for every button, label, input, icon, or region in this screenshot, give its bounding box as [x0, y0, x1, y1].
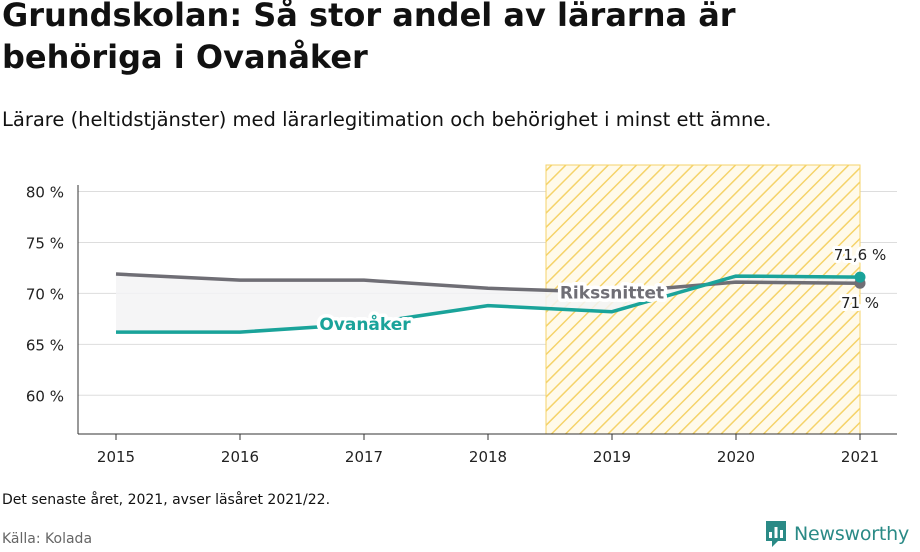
newsworthy-logo: Newsworthy [764, 519, 909, 549]
y-tick-label: 60 % [26, 387, 64, 405]
chart-subtitle: Lärare (heltidstjänster) med lärarlegiti… [2, 108, 772, 131]
series-label-riksnittet: Rikssnittet [560, 283, 664, 303]
footnote: Det senaste året, 2021, avser läsåret 20… [2, 492, 331, 508]
end-label-ovanaker-halo: 71,6 % [834, 246, 886, 264]
x-tick-label: 2018 [469, 448, 507, 466]
end-point-ovanaker [854, 271, 866, 283]
newsworthy-logo-icon [766, 521, 786, 547]
end-label-riksnittet-halo: 71 % [841, 294, 879, 312]
x-tick-label: 2021 [841, 448, 879, 466]
line-chart: 60 %65 %70 %75 %80 % OvanåkerOvanåkerRik… [26, 164, 897, 466]
series-label-ovanaker: Ovanåker [319, 313, 411, 335]
x-tick-label: 2019 [593, 448, 631, 466]
x-tick-label: 2016 [221, 448, 259, 466]
series-label-riksnittet-halo: Rikssnittet [560, 283, 664, 303]
source-note: Källa: Kolada [2, 531, 93, 547]
x-tick-label: 2015 [97, 448, 135, 466]
x-tick-label: 2020 [717, 448, 755, 466]
y-tick-label: 75 % [26, 234, 64, 252]
y-tick-label: 80 % [26, 183, 64, 201]
chart-title: Grundskolan: Så stor andel av lärarna är… [2, 0, 736, 76]
end-label-riksnittet: 71 % [841, 294, 879, 312]
line-riksnittet [115, 272, 861, 295]
end-label-ovanaker: 71,6 % [834, 246, 886, 264]
x-tick-label: 2017 [345, 448, 383, 466]
series-label-ovanaker-halo: Ovanåker [319, 313, 411, 335]
y-tick-label: 65 % [26, 336, 64, 354]
line-ovanaker [116, 274, 861, 334]
logo-text: Newsworthy [794, 523, 910, 545]
y-tick-label: 70 % [26, 285, 64, 303]
